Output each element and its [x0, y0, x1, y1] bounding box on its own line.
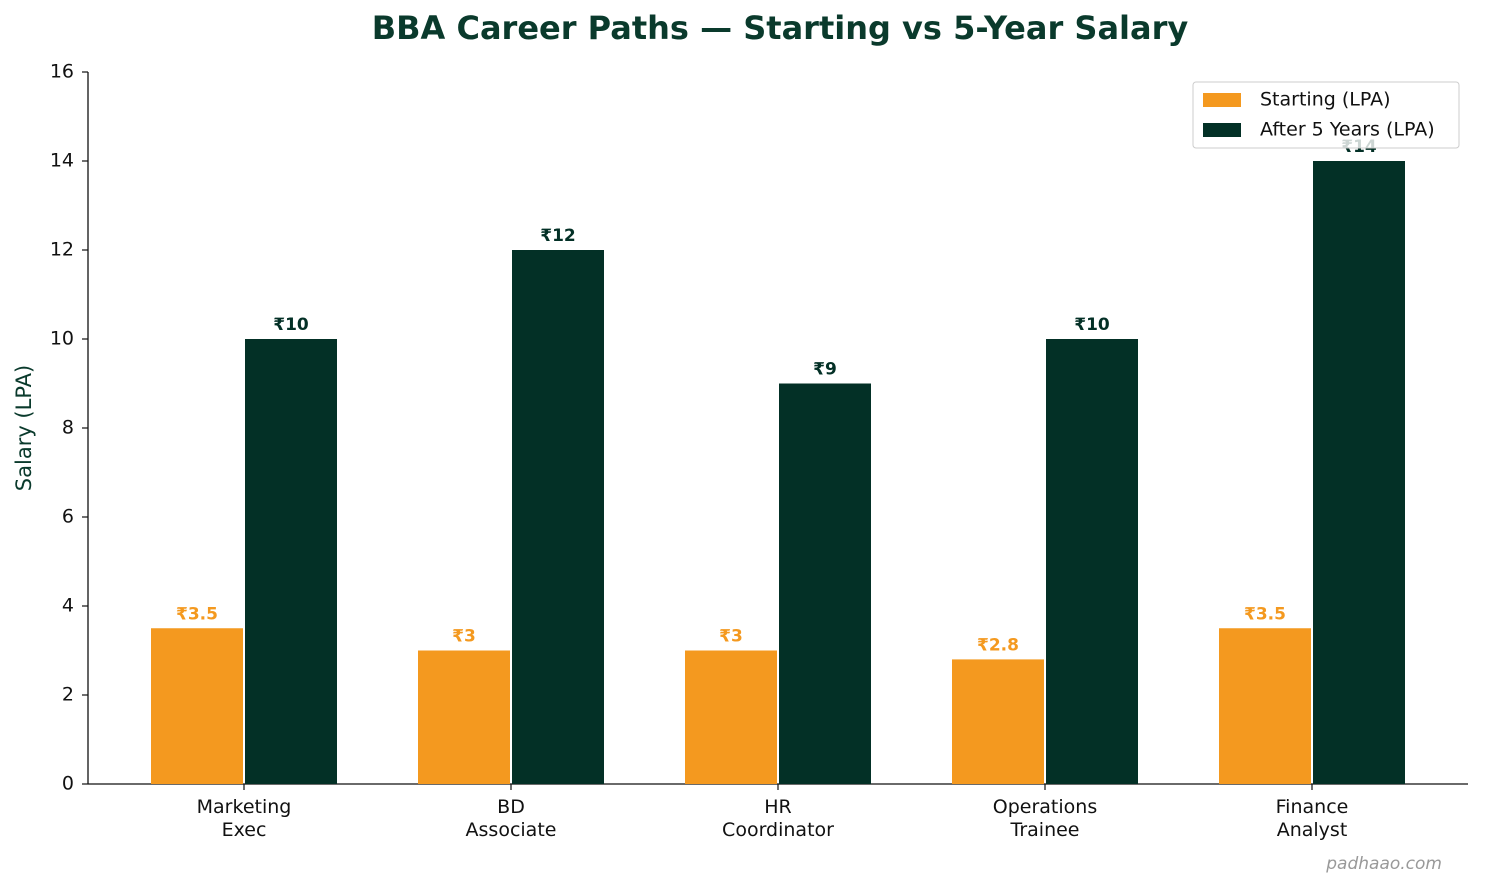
bar [512, 250, 604, 784]
value-label: ₹3 [719, 627, 743, 647]
bar [1219, 628, 1311, 784]
y-tick-label: 10 [50, 328, 74, 350]
value-label: ₹10 [1074, 315, 1110, 335]
bar [245, 339, 337, 784]
legend-swatch [1203, 123, 1241, 137]
bar [952, 659, 1044, 784]
value-label: ₹3.5 [1244, 604, 1286, 624]
bar [1313, 161, 1405, 784]
y-tick-label: 2 [62, 684, 74, 706]
y-tick-label: 8 [62, 417, 74, 439]
value-label: ₹10 [273, 315, 309, 335]
value-label: ₹12 [540, 226, 576, 246]
x-tick-label: BD Associate [465, 796, 557, 841]
x-tick-label: HR Coordinator [722, 796, 834, 841]
y-tick-label: 0 [62, 773, 74, 795]
value-label: ₹3 [452, 627, 476, 647]
watermark: padhaao.com [1325, 854, 1442, 874]
y-tick-label: 12 [50, 239, 74, 261]
x-tick-label: Operations Trainee [992, 796, 1098, 841]
value-label: ₹9 [813, 360, 837, 380]
bar [151, 628, 243, 784]
chart-title: BBA Career Paths — Starting vs 5-Year Sa… [372, 9, 1189, 47]
x-tick-label: Marketing Exec [196, 796, 292, 841]
legend-box [1192, 81, 1460, 149]
y-tick-label: 16 [50, 61, 74, 83]
value-label: ₹2.8 [977, 635, 1019, 655]
y-tick-label: 6 [62, 506, 74, 528]
y-axis-label: Salary (LPA) [12, 365, 36, 491]
y-tick-label: 4 [62, 595, 74, 617]
bar [779, 383, 871, 784]
value-label: ₹3.5 [176, 604, 218, 624]
legend-label: After 5 Years (LPA) [1260, 119, 1435, 141]
y-tick-label: 14 [50, 150, 74, 172]
bar [418, 650, 510, 784]
legend-label: Starting (LPA) [1260, 89, 1391, 111]
bar [685, 650, 777, 784]
x-tick-label: Finance Analyst [1275, 796, 1349, 841]
legend-swatch [1203, 93, 1241, 107]
bar [1046, 339, 1138, 784]
